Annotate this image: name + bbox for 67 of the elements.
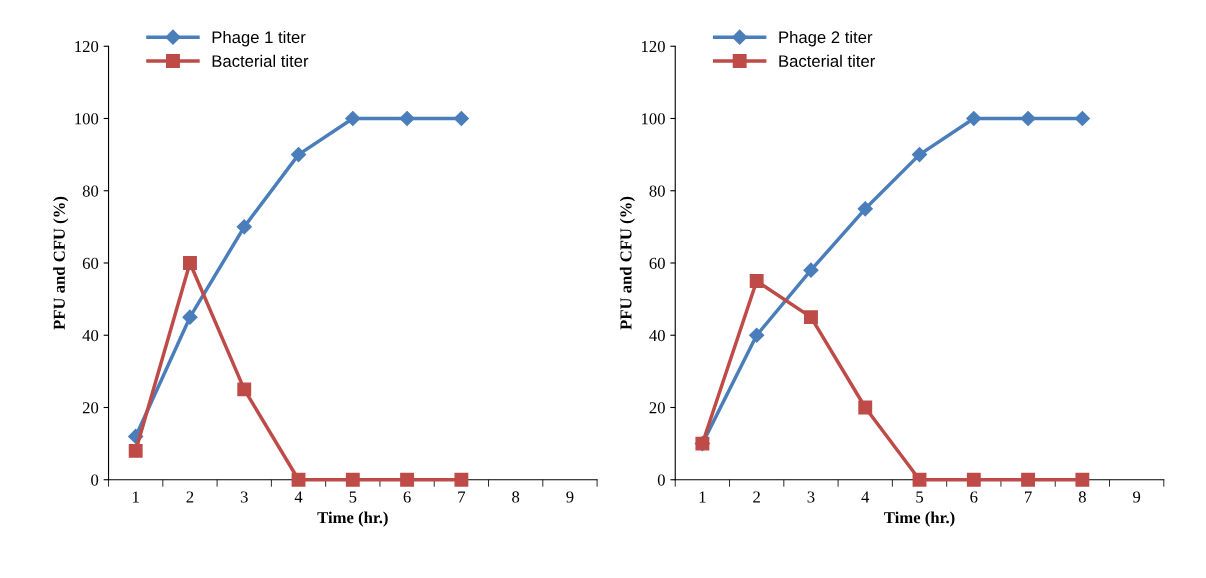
point [291,472,306,487]
y-tick-label: 20 [649,402,665,414]
point [345,472,360,487]
y-tick-label: 20 [82,402,99,414]
y-tick-label: 0 [91,474,99,486]
x-tick-label: 2 [753,491,760,503]
y-tick-label: 80 [649,185,665,197]
x-tick-label: 1 [132,491,139,503]
point [857,201,873,217]
y-tick-label: 60 [82,257,99,269]
x-tick-label: 2 [186,491,194,503]
y-tick-label: 40 [82,329,99,342]
point [454,472,469,487]
x-tick-label: 7 [1025,491,1032,503]
x-tick-label: 7 [458,491,466,503]
x-tick-label: 4 [294,491,303,503]
x-tick-label: 5 [916,491,924,503]
point [804,310,818,325]
point [400,472,415,487]
legend-label: Phage 2 titer [779,30,873,47]
y-axis-title: PFU and CFU (%) [619,196,635,330]
x-tick-label: 1 [699,491,706,503]
legend-label: Bacterial titer [779,54,875,68]
point [345,110,361,127]
point [290,147,307,163]
x-tick-label: 6 [403,491,411,503]
x-tick-label: 5 [349,491,357,503]
x-axis-title: Time (hr.) [884,511,955,527]
point [182,309,198,325]
point [236,219,252,235]
point [912,472,927,487]
y-tick-label: 60 [649,257,665,269]
point [911,147,928,163]
y-tick-label: 120 [75,40,99,53]
legend-label: Phage 1 titer [212,30,306,47]
x-tick-label: 6 [970,491,978,503]
point [803,262,819,278]
point [749,274,764,288]
point [858,400,873,415]
point [1074,110,1090,127]
x-tick-label: 3 [807,491,815,503]
y-tick-label: 120 [641,40,665,53]
x-tick-label: 8 [512,491,520,503]
x-tick-label: 9 [566,491,574,503]
point [966,472,981,487]
point [183,256,197,270]
x-axis-title: Time (hr.) [317,511,388,527]
x-tick-label: 3 [240,491,248,503]
point [128,443,143,458]
point [1020,110,1036,127]
x-tick-label: 9 [1133,491,1141,503]
y-tick-label: 100 [641,113,665,125]
point [1075,472,1090,487]
y-tick-label: 80 [82,185,99,197]
y-axis-title: PFU and CFU (%) [53,196,69,330]
x-tick-label: 4 [861,491,870,503]
x-tick-label: 8 [1078,491,1086,503]
y-tick-label: 0 [657,474,665,486]
point [749,327,765,343]
point [1021,472,1036,487]
point [399,110,415,127]
y-tick-label: 40 [649,329,665,342]
point [237,382,252,397]
y-tick-label: 100 [75,113,99,125]
legend-label: Bacterial titer [212,54,309,68]
point [453,110,469,127]
point [966,110,982,127]
